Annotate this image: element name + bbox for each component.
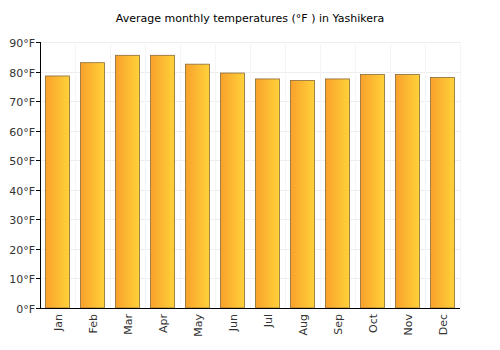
tick [36,249,40,250]
y-tick-label: 20°F [9,244,35,257]
x-tick-label: Dec [437,314,450,335]
grid-line-v [40,42,41,308]
y-tick-label: 10°F [9,273,35,286]
bar [290,80,314,308]
y-tick-label: 0°F [16,303,35,316]
grid-line-v [285,42,286,308]
bar [255,79,279,308]
x-tick-label: Jun [227,314,240,332]
tick [36,190,40,191]
grid-line-v [250,42,251,308]
y-tick-label: 80°F [9,67,35,80]
grid-line-v [215,42,216,308]
y-tick-label: 70°F [9,96,35,109]
tick [36,308,40,309]
bar [430,77,454,308]
y-tick-label: 30°F [9,214,35,227]
grid-line-v [355,42,356,308]
y-tick-label: 60°F [9,126,35,139]
bar [395,75,419,308]
grid-line-v [180,42,181,308]
grid-line-v [75,42,76,308]
y-tick-label: 90°F [9,37,35,50]
grid-line-v [145,42,146,308]
x-tick-label: Aug [297,314,310,335]
bar [185,64,209,308]
bar [325,79,349,308]
y-axis [40,42,41,308]
tick [36,72,40,73]
x-tick-label: Apr [157,314,170,334]
grid-line-v [110,42,111,308]
grid-line-v [390,42,391,308]
grid-line-v [425,42,426,308]
x-tick-label: May [192,314,205,337]
bar [220,73,244,308]
tick [36,131,40,132]
tick [36,101,40,102]
tick [36,278,40,279]
bar [45,76,69,308]
grid-line-v [320,42,321,308]
tick [36,42,40,43]
tick [36,160,40,161]
x-tick-label: Jul [262,314,275,328]
bar [115,55,139,308]
y-tick-label: 40°F [9,185,35,198]
grid-line-v [460,42,461,308]
grid-line [40,308,460,309]
x-tick-label: Oct [367,313,380,333]
x-tick-label: Sep [332,314,345,335]
x-tick-label: Nov [402,314,415,336]
y-tick-label: 50°F [9,155,35,168]
bar [150,55,174,308]
x-tick-label: Jan [52,314,65,332]
bar [80,63,104,308]
x-tick-label: Mar [122,314,135,335]
x-axis [40,308,460,309]
bar [360,75,384,308]
title: Average monthly temperatures (°F ) in Ya… [116,12,384,25]
tick [36,219,40,220]
chart: Average monthly temperatures (°F ) in Ya… [0,0,500,350]
bars [45,55,454,308]
x-tick-label: Feb [87,314,100,333]
